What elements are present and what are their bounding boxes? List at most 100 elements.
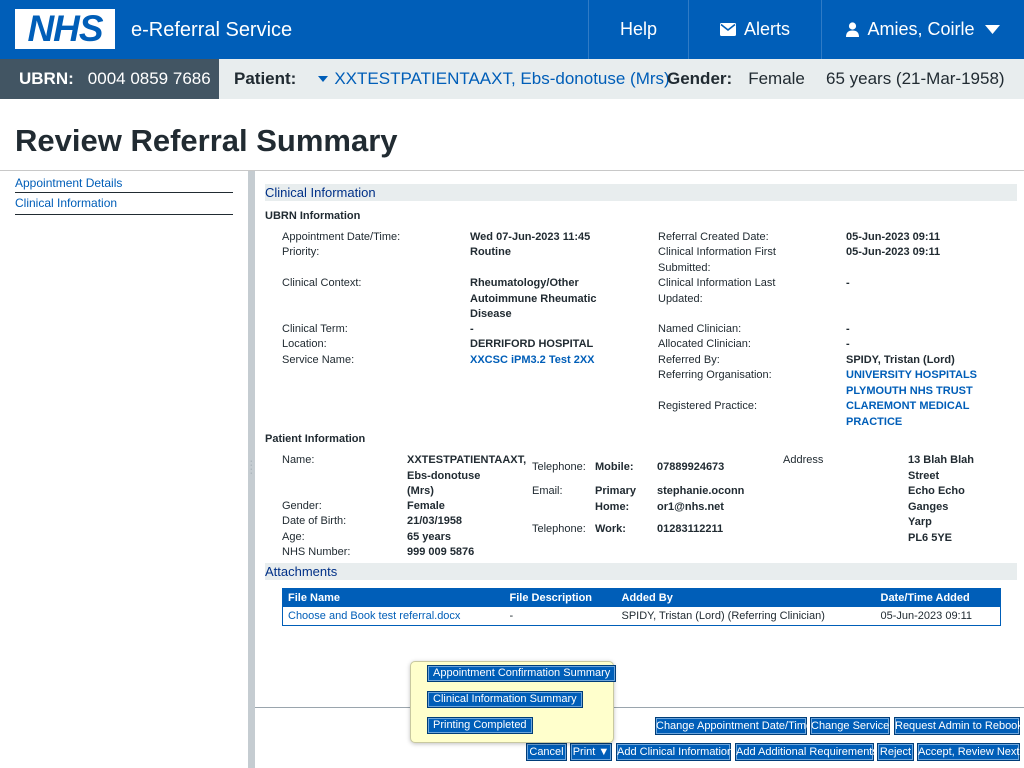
ubrn-box: UBRN: 0004 0859 7686 bbox=[0, 59, 219, 99]
clin-info-first-label: Clinical Information First Submitted: bbox=[658, 245, 776, 276]
allocated-clinician-label: Allocated Clinician: bbox=[658, 338, 751, 350]
action-bar-divider bbox=[255, 707, 1024, 708]
patient-banner: UBRN: 0004 0859 7686 Patient: XXTESTPATI… bbox=[0, 59, 1024, 99]
sidenav-item-clinical-information[interactable]: Clinical Information bbox=[15, 193, 233, 215]
add-additional-requirements-button[interactable]: Add Additional Requirements bbox=[735, 743, 878, 761]
person-icon bbox=[846, 22, 860, 37]
patient-name-label: Name: bbox=[282, 454, 315, 466]
patient-details-toggle[interactable]: XXTESTPATIENTAAXT, Ebs-donotuse (Mrs) bbox=[318, 69, 670, 89]
patient-name-value: XXTESTPATIENTAAXT, Ebs-donotuse (Mrs) bbox=[407, 453, 526, 500]
telephone-mobile-value: 07889924673 bbox=[657, 461, 725, 473]
ubrn-label: UBRN: bbox=[19, 69, 74, 88]
attachments-table: File Name File Description Added By Date… bbox=[282, 588, 1001, 626]
appt-datetime-label: Appointment Date/Time: bbox=[282, 231, 401, 243]
registered-practice-link[interactable]: CLAREMONT MEDICAL PRACTICE bbox=[846, 399, 969, 430]
user-menu[interactable]: Amies, Coirle bbox=[821, 0, 1024, 59]
service-name-label: Service Name: bbox=[282, 354, 355, 366]
reject-button[interactable]: Reject bbox=[877, 743, 914, 761]
patient-gender-label: Gender: bbox=[282, 500, 322, 512]
printing-completed-button[interactable]: Printing Completed bbox=[427, 717, 533, 734]
cancel-button[interactable]: Cancel bbox=[526, 743, 567, 761]
clinical-term-label: Clinical Term: bbox=[282, 323, 348, 335]
referral-created-value: 05-Jun-2023 09:11 bbox=[846, 231, 941, 243]
clin-info-last-label: Clinical Information Last Updated: bbox=[658, 276, 775, 307]
address-label: Address bbox=[783, 454, 824, 466]
name-line: Ebs-donotuse bbox=[407, 469, 481, 482]
email-line: stephanie.oconn bbox=[657, 485, 745, 497]
gender-label: Gender: bbox=[667, 69, 733, 88]
address-value: 13 Blah Blah Street Echo Echo Ganges Yar… bbox=[908, 453, 974, 546]
patient-label: Patient: bbox=[234, 69, 297, 88]
print-appointment-confirmation-button[interactable]: Appointment Confirmation Summary bbox=[427, 665, 617, 682]
email-type-line: Primary bbox=[595, 485, 636, 497]
envelope-icon bbox=[719, 23, 736, 36]
change-service-button[interactable]: Change Service bbox=[810, 717, 890, 735]
telephone-work-label: Telephone: bbox=[532, 523, 586, 535]
patient-age-label: Age: bbox=[282, 531, 305, 543]
banner-gender: Gender: Female bbox=[667, 59, 805, 99]
telephone-mobile-label: Telephone: bbox=[532, 461, 586, 473]
alerts-label: Alerts bbox=[743, 19, 790, 39]
patient-dob-label: Date of Birth: bbox=[282, 515, 347, 527]
allocated-clinician-value: - bbox=[846, 338, 850, 350]
banner-age: 65 years (21-Mar-1958) bbox=[826, 69, 1005, 88]
clinical-context-value: Rheumatology/Other Autoimmune Rheumatic … bbox=[470, 276, 597, 323]
table-header-row: File Name File Description Added By Date… bbox=[282, 588, 1001, 607]
alerts-link[interactable]: Alerts bbox=[688, 0, 821, 59]
attachment-description: - bbox=[509, 609, 514, 622]
location-value: DERRIFORD HOSPITAL bbox=[470, 338, 594, 350]
practice-line: PRACTICE bbox=[846, 415, 903, 428]
accept-review-next-button[interactable]: Accept, Review Next bbox=[917, 743, 1020, 761]
org-line: UNIVERSITY HOSPITALS bbox=[846, 369, 978, 381]
email-value: stephanie.oconn or1@nhs.net bbox=[657, 484, 744, 515]
help-link[interactable]: Help bbox=[588, 0, 688, 59]
clin-info-last-value: - bbox=[846, 277, 850, 289]
email-type-line: Home: bbox=[595, 500, 630, 513]
pane-splitter[interactable] bbox=[248, 171, 255, 768]
ubrn-value: 0004 0859 7686 bbox=[87, 69, 211, 88]
service-name-link[interactable]: XXCSC iPM3.2 Test 2XX bbox=[470, 354, 595, 366]
sidenav-item-appointment-details[interactable]: Appointment Details bbox=[15, 171, 233, 193]
clin-info-first-value: 05-Jun-2023 09:11 bbox=[846, 246, 941, 258]
print-button[interactable]: Print ▼ bbox=[570, 743, 612, 761]
named-clinician-label: Named Clinician: bbox=[658, 323, 742, 335]
attachment-date-added: 05-Jun-2023 09:11 bbox=[880, 609, 973, 622]
telephone-work-value: 01283112211 bbox=[657, 523, 724, 535]
column-header-date-added: Date/Time Added bbox=[875, 588, 1001, 607]
referring-org-label: Referring Organisation: bbox=[658, 369, 772, 381]
app-name: e-Referral Service bbox=[131, 19, 293, 41]
email-type: Primary Home: bbox=[595, 484, 636, 515]
attachment-added-by: SPIDY, Tristan (Lord) (Referring Clinici… bbox=[621, 609, 825, 622]
add-clinical-information-button[interactable]: Add Clinical Information bbox=[616, 743, 733, 761]
patient-dob-value: 21/03/1958 bbox=[407, 515, 463, 527]
user-name: Amies, Coirle bbox=[867, 19, 975, 39]
print-clinical-information-button[interactable]: Clinical Information Summary bbox=[427, 691, 583, 708]
request-admin-rebook-button[interactable]: Request Admin to Rebook bbox=[894, 717, 1023, 735]
column-header-added-by: Added By bbox=[616, 588, 876, 607]
patient-gender-value: Female bbox=[407, 500, 445, 512]
clinical-context-line: Disease bbox=[470, 308, 512, 320]
side-nav: Appointment Details Clinical Information bbox=[15, 171, 233, 215]
telephone-work-type: Work: bbox=[595, 523, 626, 535]
change-appointment-button[interactable]: Change Appointment Date/Time bbox=[655, 717, 812, 735]
table-row: Choose and Book test referral.docx - SPI… bbox=[283, 607, 1001, 626]
address-line: Yarp bbox=[908, 516, 932, 528]
email-line: or1@nhs.net bbox=[657, 500, 724, 513]
name-line: (Mrs) bbox=[407, 485, 434, 497]
chevron-down-icon bbox=[984, 25, 1000, 34]
clinical-section-title: Clinical Information bbox=[265, 185, 376, 200]
registered-practice-label: Registered Practice: bbox=[658, 400, 758, 412]
attachment-file-link[interactable]: Choose and Book test referral.docx bbox=[288, 609, 461, 622]
referring-org-link[interactable]: UNIVERSITY HOSPITALS PLYMOUTH NHS TRUST bbox=[846, 368, 977, 399]
top-nav: Help Alerts Amies, Coirle bbox=[588, 0, 1024, 59]
address-line: Ganges bbox=[908, 500, 949, 513]
attachments-header: Attachments bbox=[265, 563, 1017, 580]
patient-age-value: 65 years bbox=[407, 531, 452, 543]
clinical-context-label: Clinical Context: bbox=[282, 277, 362, 289]
label-line: Updated: bbox=[658, 292, 703, 305]
label-line: Submitted: bbox=[658, 261, 711, 274]
patient-name: XXTESTPATIENTAAXT, Ebs-donotuse (Mrs) bbox=[334, 69, 670, 88]
clinical-term-value: - bbox=[470, 323, 474, 335]
gender-value: Female bbox=[748, 69, 805, 88]
main-content: Clinical Information UBRN Information Ap… bbox=[255, 171, 1024, 768]
